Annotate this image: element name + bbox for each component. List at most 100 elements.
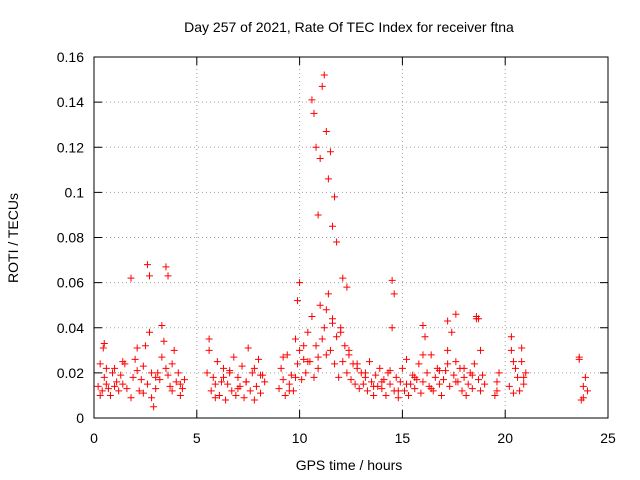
x-tick-label: 5 [193,430,201,446]
data-point [310,373,318,381]
data-point [178,385,186,393]
data-point [240,394,248,402]
data-point [162,364,170,372]
data-point [388,276,396,284]
data-point [328,319,336,327]
x-tick-labels: 0 5 10 15 20 25 [90,430,616,446]
data-point [333,333,341,341]
data-point [388,324,396,332]
data-point [308,96,316,104]
data-point [411,385,419,393]
data-point [493,378,501,386]
data-point [427,351,435,359]
y-tick-label: 0.16 [57,49,84,65]
data-point [368,378,376,386]
data-point [94,382,102,390]
data-point [296,279,304,287]
axis-ticks [93,56,609,419]
data-point [99,344,107,352]
data-point [220,364,228,372]
data-point [119,358,127,366]
data-point [446,382,454,390]
data-point [111,382,119,390]
data-point [158,321,166,329]
data-point [248,369,256,377]
data-point [96,360,104,368]
data-point [277,364,285,372]
data-point [427,385,435,393]
y-tick-label: 0.12 [57,139,84,155]
data-point [452,378,460,386]
x-tick-label: 0 [90,430,98,446]
data-point [310,109,318,117]
data-point [148,369,156,377]
data-point [343,369,351,377]
data-point [514,373,522,381]
data-point [460,373,468,381]
data-point [304,328,312,336]
data-point [117,371,125,379]
data-point [392,373,400,381]
chart-title: Day 257 of 2021, Rate Of TEC Index for r… [184,19,514,35]
data-point [302,369,310,377]
data-point [281,391,289,399]
data-point [96,391,104,399]
data-point [250,364,258,372]
data-point [174,369,182,377]
data-point [137,376,145,384]
data-point [298,376,306,384]
data-point [160,337,168,345]
data-point [417,389,425,397]
y-tick-label: 0.08 [57,230,84,246]
data-point [312,342,320,350]
data-point [314,211,322,219]
data-point [127,274,135,282]
data-point [405,391,413,399]
data-point [143,380,151,388]
data-point [435,367,443,375]
data-point [275,385,283,393]
data-point [287,371,295,379]
data-point [470,360,478,368]
data-point [355,385,363,393]
data-point [257,371,265,379]
data-point [518,344,526,352]
data-point [520,380,528,388]
data-point [464,380,472,388]
data-point [250,396,258,404]
data-point [294,297,302,305]
data-point [474,315,482,323]
data-point [291,373,299,381]
data-point [444,360,452,368]
data-point [403,355,411,363]
y-tick-label: 0.06 [57,275,84,291]
data-point [168,387,176,395]
data-point [507,333,515,341]
data-point [411,373,419,381]
data-point [294,360,302,368]
data-point [176,380,184,388]
data-point [322,127,330,135]
data-point [279,353,287,361]
data-point [119,380,127,388]
data-point [326,148,334,156]
data-point [458,387,466,395]
data-point [518,358,526,366]
data-point [314,353,322,361]
data-point [337,328,345,336]
data-point [100,340,108,348]
data-point [328,222,336,230]
data-point [345,346,353,354]
data-point [491,391,499,399]
data-point [326,346,334,354]
data-point [205,346,213,354]
y-tick-label: 0.02 [57,365,84,381]
data-point [320,324,328,332]
data-point [419,378,427,386]
data-point [452,310,460,318]
data-point [452,358,460,366]
data-point [252,382,260,390]
data-point [403,380,411,388]
data-point [493,387,501,395]
